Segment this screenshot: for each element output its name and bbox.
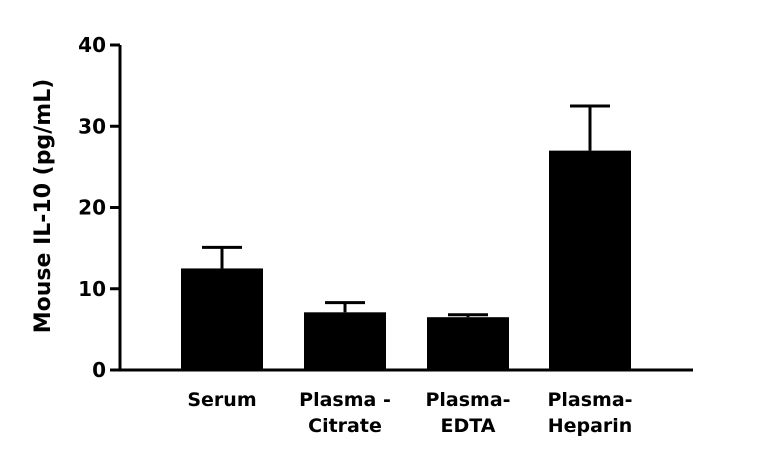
- y-tick-label: 0: [92, 358, 106, 382]
- bars: [181, 150, 631, 370]
- category-labels: Serum Plasma - Citrate Plasma- EDTA Plasma- He…: [187, 389, 632, 437]
- bar: [304, 312, 386, 370]
- category-label: Serum: [187, 389, 256, 411]
- category-label: Heparin: [548, 415, 633, 437]
- category-label: Citrate: [308, 415, 382, 437]
- bar: [427, 317, 509, 370]
- y-tick-label: 10: [78, 277, 106, 301]
- category-label: Plasma -: [299, 389, 391, 411]
- y-axis: 0 10 20 30 40: [78, 33, 122, 382]
- y-tick-label: 20: [78, 196, 106, 220]
- category-label: Plasma-: [425, 389, 510, 411]
- error-bars: [202, 104, 610, 318]
- y-tick-label: 30: [78, 114, 106, 138]
- bar: [549, 150, 631, 370]
- y-tick-label: 40: [78, 33, 106, 57]
- category-label: Plasma-: [547, 389, 632, 411]
- category-label: EDTA: [441, 415, 496, 437]
- y-axis-title: Mouse IL-10 (pg/mL): [31, 79, 56, 334]
- bar: [181, 268, 263, 370]
